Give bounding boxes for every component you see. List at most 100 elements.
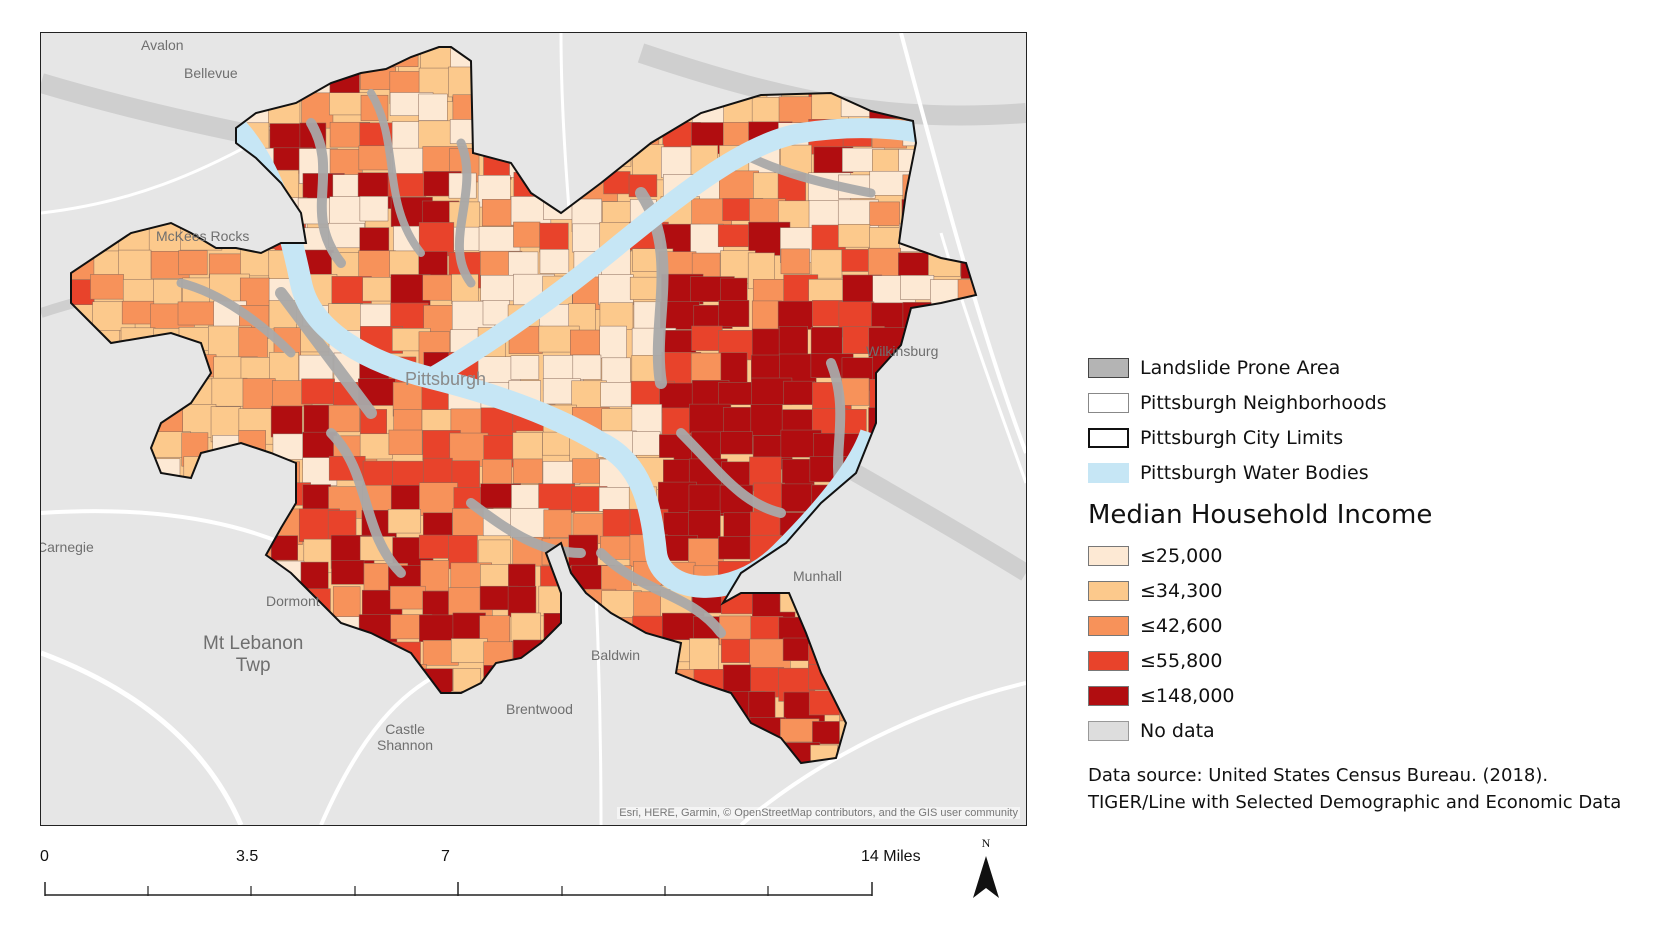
- legend-income-item: ≤148,000: [1088, 678, 1668, 713]
- tract: [568, 303, 596, 334]
- legend-label-income-1: ≤25,000: [1140, 544, 1223, 567]
- north-arrow-icon: [973, 856, 999, 898]
- tract: [601, 408, 634, 433]
- scale-label-3-5: 3.5: [236, 848, 259, 865]
- legend-swatch-neighborhoods: [1088, 392, 1129, 413]
- basemap-road-1: [41, 650, 244, 825]
- legend-income-item: ≤42,600: [1088, 608, 1668, 643]
- tract: [269, 352, 299, 382]
- city-limits-outline: [70, 46, 978, 765]
- tract: [392, 460, 428, 486]
- tract: [783, 380, 815, 405]
- legend-swatch-income-5: [1088, 685, 1129, 706]
- place-label-castle-shannon: Castle Shannon: [377, 721, 434, 753]
- tract: [418, 93, 448, 121]
- tract: [720, 277, 748, 305]
- tract: [780, 248, 810, 275]
- tract: [720, 431, 753, 455]
- tract: [539, 222, 569, 253]
- legend-label-income-2: ≤34,300: [1140, 579, 1223, 602]
- tract: [177, 301, 220, 326]
- tract: [598, 487, 635, 512]
- scale-bar: 0 3.5 7 14 Miles: [30, 848, 930, 908]
- tract: [359, 227, 390, 253]
- tract: [510, 355, 540, 380]
- tract: [720, 352, 748, 386]
- tract: [418, 534, 451, 559]
- tract: [602, 201, 632, 227]
- tract: [482, 459, 513, 487]
- place-label-dormont: Dormont: [266, 593, 320, 609]
- legend-item-city-limits: Pittsburgh City Limits: [1088, 420, 1668, 455]
- legend-swatch-income-4: [1088, 650, 1129, 671]
- tract: [900, 275, 935, 300]
- tract: [810, 249, 843, 279]
- place-label-mckees-rocks: McKees Rocks: [156, 228, 250, 244]
- tract: [512, 458, 543, 484]
- map-canvas: [41, 33, 1026, 825]
- tract: [632, 431, 661, 456]
- tract: [781, 458, 815, 489]
- scale-label-0: 0: [40, 848, 49, 865]
- tract: [748, 691, 776, 720]
- legend-swatch-income-2: [1088, 580, 1129, 601]
- tract: [389, 585, 426, 610]
- tract: [778, 326, 809, 360]
- landslide-area-5: [466, 498, 586, 558]
- tract: [480, 274, 520, 302]
- data-source-line-2: TIGER/Line with Selected Demographic and…: [1088, 792, 1622, 813]
- tract: [572, 354, 602, 380]
- tract: [238, 327, 268, 361]
- tract: [390, 302, 429, 329]
- legend-label-income-5: ≤148,000: [1140, 684, 1235, 707]
- tract: [543, 509, 572, 538]
- tract: [718, 300, 750, 328]
- tract: [513, 221, 541, 248]
- legend-swatch-no-data: [1088, 720, 1129, 741]
- tract: [419, 482, 458, 516]
- landslide-area-3: [275, 287, 377, 419]
- scale-label-14-miles: 14 Miles: [861, 848, 921, 865]
- legend-item-landslide: Landslide Prone Area: [1088, 350, 1668, 385]
- legend-swatch-water: [1088, 462, 1129, 483]
- tract: [750, 615, 784, 643]
- landslide-area-9: [596, 548, 726, 638]
- landslide-area-1: [367, 89, 425, 257]
- tract: [510, 612, 541, 642]
- legend-swatch-income-1: [1088, 545, 1129, 566]
- tract: [478, 226, 521, 252]
- tract: [688, 510, 721, 540]
- tract: [507, 585, 537, 618]
- tract: [539, 249, 570, 274]
- place-label-mt-lebanon: Mt Lebanon Twp: [203, 633, 304, 676]
- north-arrow-label: N: [981, 836, 991, 850]
- tract: [270, 535, 298, 561]
- tract: [269, 123, 304, 150]
- legend-item-water: Pittsburgh Water Bodies: [1088, 455, 1668, 490]
- tract: [121, 300, 155, 325]
- map-frame[interactable]: Avalon Bellevue McKees Rocks Pittsburgh …: [40, 32, 1027, 826]
- tract: [418, 222, 455, 257]
- tract: [362, 277, 394, 302]
- place-label-brentwood: Brentwood: [506, 701, 573, 717]
- place-label-carnegie: Carnegie: [40, 539, 94, 555]
- legend-label-income-3: ≤42,600: [1140, 614, 1223, 637]
- tract: [302, 484, 331, 511]
- tract: [270, 405, 303, 438]
- tract: [393, 409, 423, 435]
- tract: [781, 483, 814, 512]
- tract: [812, 721, 844, 745]
- legend-income-item: No data: [1088, 713, 1668, 748]
- map-attribution: Esri, HERE, Garmin, © OpenStreetMap cont…: [617, 807, 1020, 819]
- tract: [869, 201, 900, 226]
- tract: [599, 302, 634, 330]
- legend-label-city-limits: Pittsburgh City Limits: [1140, 426, 1344, 449]
- tract: [388, 429, 423, 455]
- tract: [419, 614, 455, 642]
- place-label-wilkinsburg: Wilkinsburg: [866, 343, 939, 359]
- map-legend: Landslide Prone Area Pittsburgh Neighbor…: [1088, 350, 1668, 816]
- tract: [538, 483, 576, 513]
- data-source-note: Data source: United States Census Bureau…: [1088, 762, 1668, 816]
- basemap-road-3: [899, 33, 1026, 454]
- tract: [631, 404, 663, 435]
